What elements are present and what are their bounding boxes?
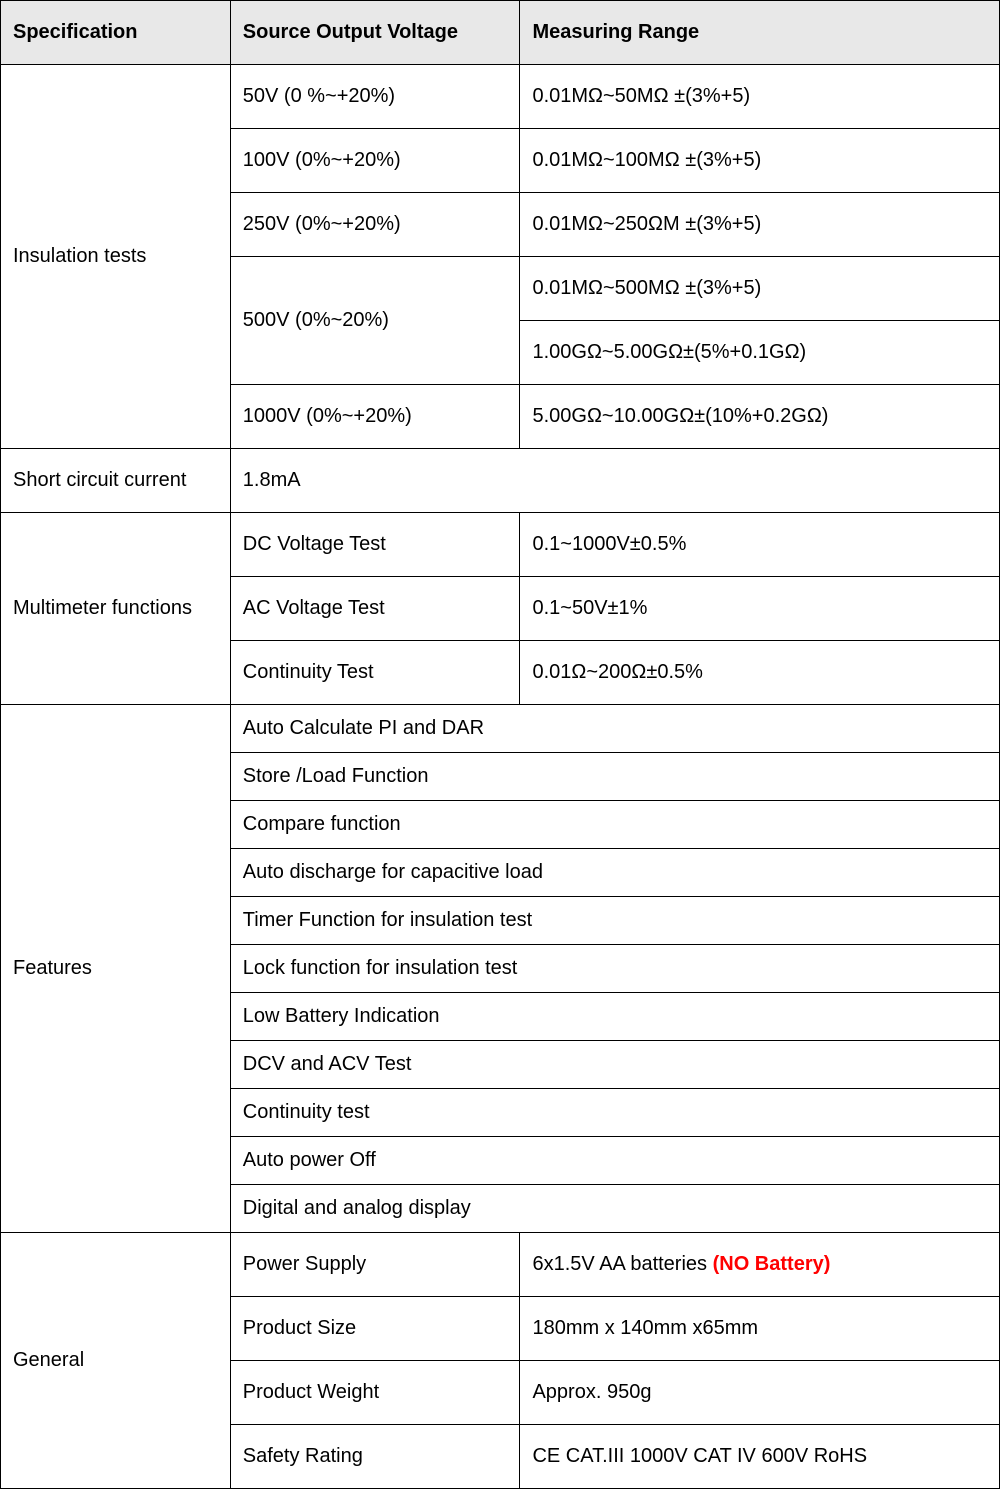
feature-item: Timer Function for insulation test xyxy=(230,897,999,945)
header-specification: Specification xyxy=(1,1,231,65)
power-supply-text: 6x1.5V AA batteries xyxy=(532,1253,712,1275)
short-circuit-label: Short circuit current xyxy=(1,449,231,513)
table-row: Short circuit current 1.8mA xyxy=(1,449,1000,513)
general-value: Approx. 950g xyxy=(520,1361,1000,1425)
spec-table: Specification Source Output Voltage Meas… xyxy=(0,0,1000,1489)
insulation-voltage: 1000V (0%~+20%) xyxy=(230,385,520,449)
features-label: Features xyxy=(1,705,231,1233)
insulation-voltage: 500V (0%~20%) xyxy=(230,257,520,385)
general-value: 180mm x 140mm x65mm xyxy=(520,1297,1000,1361)
insulation-voltage: 250V (0%~+20%) xyxy=(230,193,520,257)
feature-item: Digital and analog display xyxy=(230,1185,999,1233)
multimeter-name: AC Voltage Test xyxy=(230,577,520,641)
short-circuit-value: 1.8mA xyxy=(230,449,999,513)
feature-item: Continuity test xyxy=(230,1089,999,1137)
header-measuring-range: Measuring Range xyxy=(520,1,1000,65)
insulation-range: 0.01MΩ~50MΩ ±(3%+5) xyxy=(520,65,1000,129)
multimeter-range: 0.01Ω~200Ω±0.5% xyxy=(520,641,1000,705)
table-row: Features Auto Calculate PI and DAR xyxy=(1,705,1000,753)
general-value: 6x1.5V AA batteries (NO Battery) xyxy=(520,1233,1000,1297)
insulation-range: 0.01MΩ~500MΩ ±(3%+5) xyxy=(520,257,1000,321)
insulation-range: 0.01MΩ~100MΩ ±(3%+5) xyxy=(520,129,1000,193)
feature-item: DCV and ACV Test xyxy=(230,1041,999,1089)
table-row: General Power Supply 6x1.5V AA batteries… xyxy=(1,1233,1000,1297)
feature-item: Compare function xyxy=(230,801,999,849)
feature-item: Auto power Off xyxy=(230,1137,999,1185)
feature-item: Lock function for insulation test xyxy=(230,945,999,993)
multimeter-label: Multimeter functions xyxy=(1,513,231,705)
insulation-voltage: 100V (0%~+20%) xyxy=(230,129,520,193)
multimeter-name: Continuity Test xyxy=(230,641,520,705)
feature-item: Store /Load Function xyxy=(230,753,999,801)
multimeter-name: DC Voltage Test xyxy=(230,513,520,577)
insulation-range: 5.00GΩ~10.00GΩ±(10%+0.2GΩ) xyxy=(520,385,1000,449)
insulation-range: 1.00GΩ~5.00GΩ±(5%+0.1GΩ) xyxy=(520,321,1000,385)
feature-item: Auto discharge for capacitive load xyxy=(230,849,999,897)
table-row: Insulation tests 50V (0 %~+20%) 0.01MΩ~5… xyxy=(1,65,1000,129)
multimeter-range: 0.1~1000V±0.5% xyxy=(520,513,1000,577)
header-source-output-voltage: Source Output Voltage xyxy=(230,1,520,65)
general-name: Safety Rating xyxy=(230,1425,520,1489)
general-name: Product Weight xyxy=(230,1361,520,1425)
general-name: Power Supply xyxy=(230,1233,520,1297)
feature-item: Auto Calculate PI and DAR xyxy=(230,705,999,753)
general-label: General xyxy=(1,1233,231,1489)
general-name: Product Size xyxy=(230,1297,520,1361)
insulation-range: 0.01MΩ~250ΩM ±(3%+5) xyxy=(520,193,1000,257)
table-row: Multimeter functions DC Voltage Test 0.1… xyxy=(1,513,1000,577)
multimeter-range: 0.1~50V±1% xyxy=(520,577,1000,641)
insulation-voltage: 50V (0 %~+20%) xyxy=(230,65,520,129)
insulation-label: Insulation tests xyxy=(1,65,231,449)
general-value: CE CAT.III 1000V CAT IV 600V RoHS xyxy=(520,1425,1000,1489)
no-battery-note: (NO Battery) xyxy=(713,1253,831,1275)
feature-item: Low Battery Indication xyxy=(230,993,999,1041)
table-header-row: Specification Source Output Voltage Meas… xyxy=(1,1,1000,65)
